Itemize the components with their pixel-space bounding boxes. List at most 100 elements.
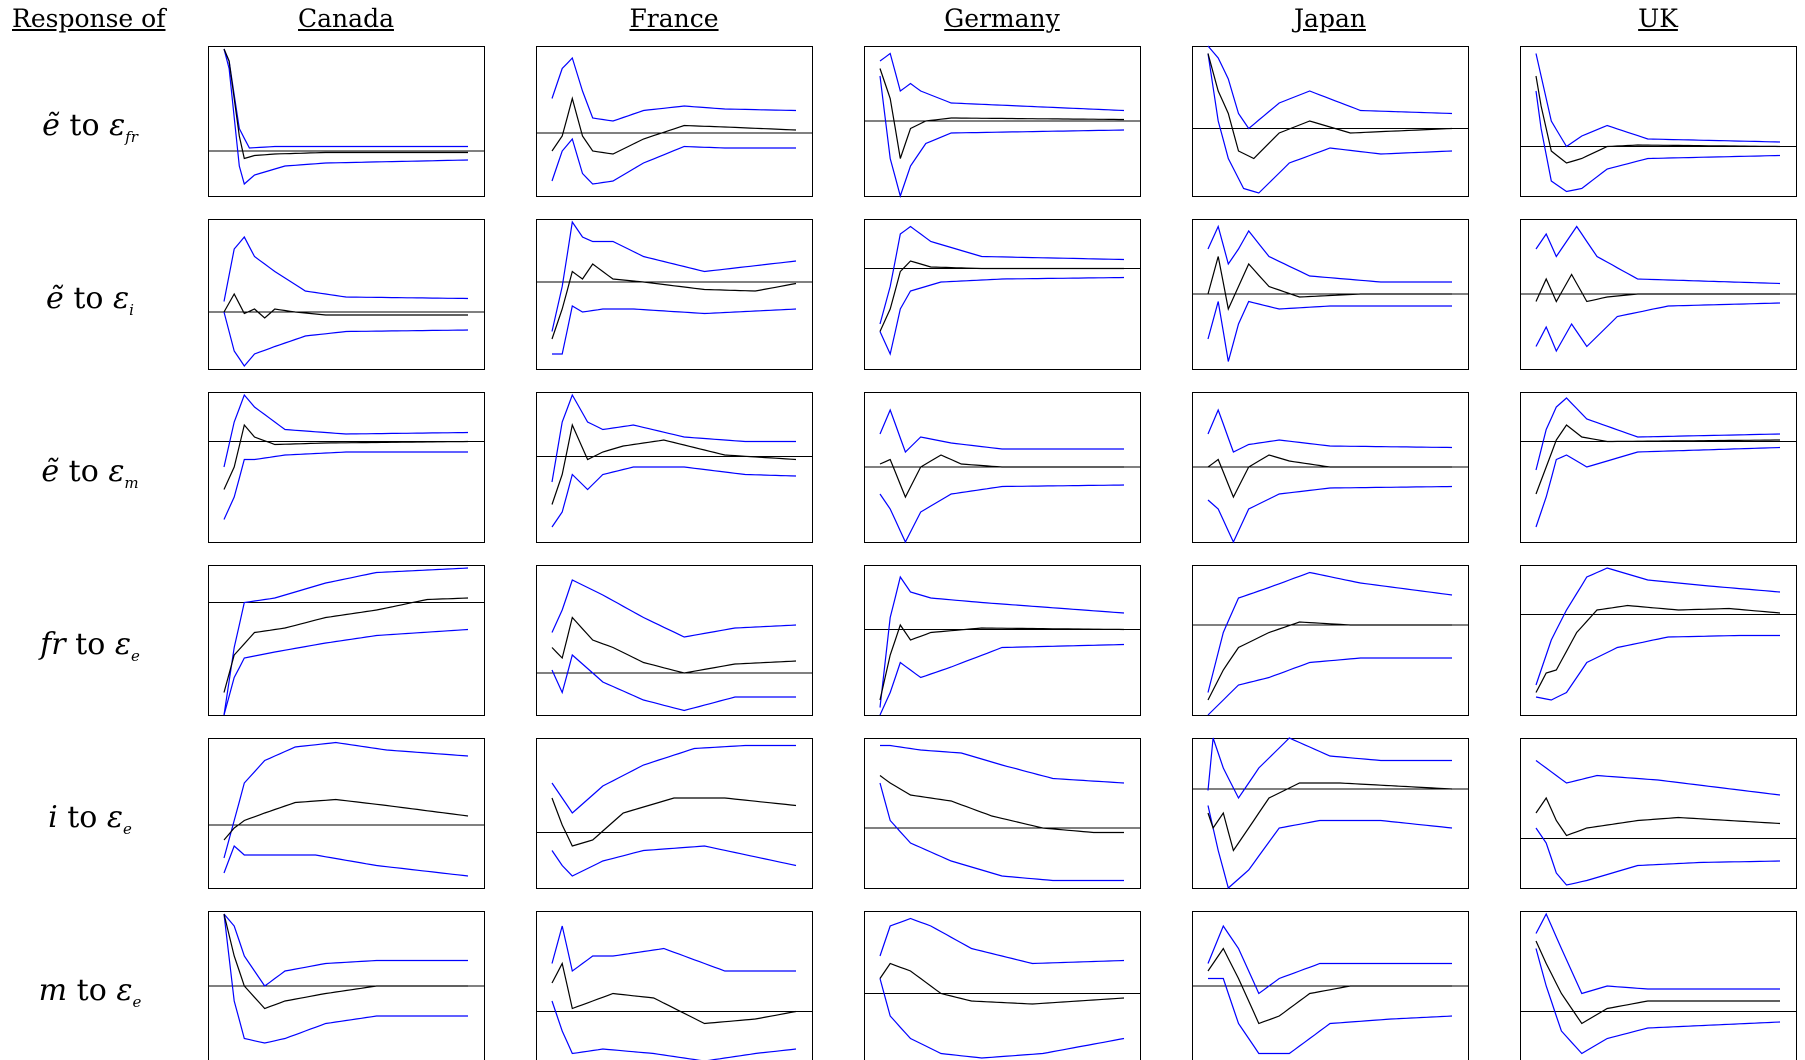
lower-band-line xyxy=(223,451,468,520)
panel-frame xyxy=(864,219,1141,370)
panel-germany-row-1 xyxy=(864,46,1141,199)
lower-band-line xyxy=(552,305,797,355)
response-line xyxy=(879,623,1125,701)
lower-band-line xyxy=(1207,485,1453,544)
row-label-1: ẽ to εfr xyxy=(0,108,180,146)
upper-band-line xyxy=(223,741,469,859)
row-var: fr xyxy=(40,627,66,662)
response-line xyxy=(551,423,797,505)
upper-band-line xyxy=(223,913,468,987)
upper-band-line xyxy=(1207,224,1452,283)
lower-band-line xyxy=(551,653,796,712)
column-header-japan: Japan xyxy=(1294,4,1366,33)
column-header-france: France xyxy=(629,4,719,33)
panel-france-row-5 xyxy=(536,738,813,889)
row-sub: e xyxy=(132,993,142,1011)
row-label-6: m to εe xyxy=(0,973,180,1011)
row-var: m xyxy=(38,973,68,1008)
panel-canada-row-6 xyxy=(208,911,485,1060)
panel-frame xyxy=(536,565,813,716)
lower-band-line xyxy=(551,466,797,528)
panel-germany-row-6 xyxy=(864,911,1141,1060)
row-to: to xyxy=(59,454,109,489)
panel-canada-row-2 xyxy=(208,219,485,370)
upper-band-line xyxy=(1535,567,1781,686)
panel-frame xyxy=(864,565,1141,716)
lower-band-line xyxy=(223,628,469,716)
row-var: ẽ xyxy=(46,281,64,316)
response-line xyxy=(1535,75,1781,164)
response-line xyxy=(551,961,797,1025)
panel-uk-row-6 xyxy=(1520,911,1797,1060)
panel-frame xyxy=(1520,738,1797,889)
lower-band-line xyxy=(1535,302,1781,353)
lower-band-line xyxy=(1535,827,1781,886)
column-header-uk: UK xyxy=(1638,4,1678,33)
row-var: ẽ xyxy=(41,454,60,489)
response-line xyxy=(1207,947,1452,1025)
upper-band-line xyxy=(879,52,1125,112)
upper-band-line xyxy=(1535,912,1780,995)
response-line xyxy=(879,962,1125,1005)
response-line xyxy=(551,616,797,674)
row-label-2: ẽ to εi xyxy=(0,281,180,319)
lower-band-line xyxy=(1535,446,1781,528)
response-line xyxy=(223,913,468,1010)
upper-band-line xyxy=(879,917,1125,965)
panel-canada-row-1 xyxy=(208,46,485,197)
response-line xyxy=(1207,782,1453,852)
panel-japan-row-5 xyxy=(1192,737,1469,890)
panel-uk-row-2 xyxy=(1520,219,1797,370)
response-line xyxy=(1207,256,1452,311)
row-sub: i xyxy=(129,301,134,319)
response-line xyxy=(223,597,469,693)
lower-band-line xyxy=(879,276,1125,356)
upper-band-line xyxy=(223,235,469,302)
upper-band-line xyxy=(879,408,1124,454)
panel-uk-row-4 xyxy=(1520,565,1797,716)
lower-band-line xyxy=(1207,300,1452,362)
panel-japan-row-3 xyxy=(1192,392,1469,544)
lower-band-line xyxy=(1207,53,1453,194)
column-header-germany: Germany xyxy=(944,4,1060,33)
response-line xyxy=(1535,604,1781,693)
panel-frame xyxy=(208,738,485,889)
panel-frame xyxy=(1520,46,1797,197)
panel-frame xyxy=(208,46,485,197)
panel-uk-row-3 xyxy=(1520,392,1797,543)
row-eps: ε xyxy=(113,281,130,316)
panel-frame xyxy=(1192,46,1469,197)
panel-frame xyxy=(536,219,813,370)
upper-band-line xyxy=(1207,924,1452,995)
upper-band-line xyxy=(551,393,796,483)
row-label-4: fr to εe xyxy=(0,627,180,665)
response-line xyxy=(223,423,469,490)
panel-germany-row-5 xyxy=(864,738,1141,889)
panel-uk-row-1 xyxy=(1520,46,1797,197)
upper-band-line xyxy=(223,48,468,149)
panel-frame xyxy=(208,565,485,716)
lower-band-line xyxy=(1207,657,1452,716)
upper-band-line xyxy=(551,56,797,122)
lower-band-line xyxy=(879,782,1124,882)
lower-band-line xyxy=(879,484,1125,544)
response-line xyxy=(1207,454,1452,499)
column-header-canada: Canada xyxy=(298,4,394,33)
row-to: to xyxy=(67,973,117,1008)
response-line xyxy=(1535,940,1780,1025)
panel-france-row-6 xyxy=(536,911,813,1060)
response-line xyxy=(879,775,1124,834)
upper-band-line xyxy=(1535,397,1781,471)
lower-band-line xyxy=(1535,948,1781,1055)
row-eps: ε xyxy=(114,627,131,662)
panel-france-row-1 xyxy=(536,46,813,197)
panel-japan-row-4 xyxy=(1192,565,1469,716)
lower-band-line xyxy=(223,844,469,877)
response-line xyxy=(223,292,468,319)
row-eps: ε xyxy=(109,108,126,143)
upper-band-line xyxy=(1207,737,1452,800)
response-line xyxy=(551,263,797,340)
lower-band-line xyxy=(551,137,796,185)
panel-frame xyxy=(1192,565,1469,716)
